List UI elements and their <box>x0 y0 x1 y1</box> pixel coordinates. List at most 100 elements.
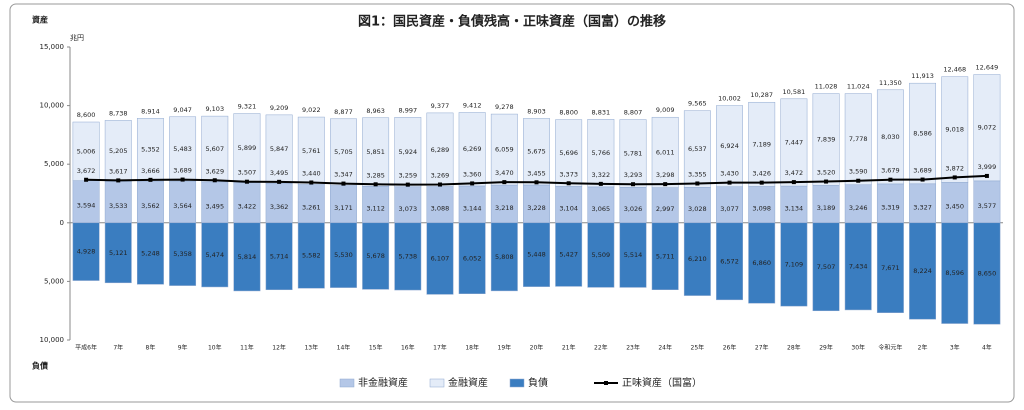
value-label: 6,860 <box>752 259 771 267</box>
value-label: 5,847 <box>270 145 289 153</box>
total-label: 8,963 <box>366 107 385 115</box>
value-label: 3,355 <box>688 170 707 178</box>
bar-segment <box>748 222 776 304</box>
line-marker <box>984 173 989 178</box>
bar-segment <box>587 186 615 224</box>
legend-label: 負債 <box>528 376 548 389</box>
value-label: 3,246 <box>849 204 868 212</box>
value-label: 3,999 <box>978 163 997 171</box>
bar-segment <box>458 222 486 294</box>
value-label: 3,672 <box>77 167 96 175</box>
value-label: 3,269 <box>431 171 450 179</box>
value-label: 4,928 <box>77 248 96 256</box>
total-label: 9,412 <box>463 101 482 109</box>
value-label: 5,814 <box>238 253 257 261</box>
bar-segment <box>136 118 164 182</box>
bar-segment <box>973 222 1001 325</box>
value-label: 9,072 <box>978 124 997 132</box>
x-tick-label: 10年 <box>208 344 222 352</box>
x-tick-label: 26年 <box>723 344 737 352</box>
line-marker <box>470 181 475 186</box>
bar-segment <box>587 222 615 288</box>
value-label: 3,134 <box>785 204 804 212</box>
value-label: 3,293 <box>624 171 643 179</box>
value-label: 5,427 <box>559 251 578 259</box>
value-label: 5,205 <box>109 147 128 155</box>
line-marker <box>824 179 829 184</box>
value-label: 3,450 <box>945 203 964 211</box>
value-label: 9,018 <box>945 126 964 134</box>
y-tick-label: 10,000 <box>40 336 65 344</box>
line-marker <box>437 182 442 187</box>
value-label: 5,483 <box>173 145 192 153</box>
value-label: 3,440 <box>302 169 321 177</box>
x-tick-label: 23年 <box>626 344 640 352</box>
value-label: 3,689 <box>173 167 192 175</box>
line-marker <box>373 182 378 187</box>
line-marker <box>566 181 571 186</box>
value-label: 3,666 <box>141 167 160 175</box>
value-label: 7,671 <box>881 264 900 272</box>
total-label: 9,321 <box>238 103 257 111</box>
value-label: 3,322 <box>592 171 611 179</box>
bar-segment <box>555 186 583 224</box>
value-label: 3,026 <box>624 205 643 213</box>
value-label: 8,586 <box>913 129 932 137</box>
bar-segment <box>362 186 390 224</box>
bar-segment <box>233 113 261 183</box>
value-label: 3,594 <box>77 202 96 210</box>
bar-segment <box>394 222 422 291</box>
bar-segment <box>909 222 937 320</box>
total-label: 8,600 <box>77 111 96 119</box>
value-label: 5,678 <box>366 252 385 260</box>
line-marker <box>888 177 893 182</box>
value-label: 5,121 <box>109 249 128 257</box>
line-marker <box>84 177 89 182</box>
line-marker <box>116 178 121 183</box>
value-label: 3,495 <box>205 202 224 210</box>
x-tick-label: 9年 <box>178 344 188 352</box>
value-label: 3,028 <box>688 205 707 213</box>
bar-segment <box>297 184 325 224</box>
bar-segment <box>716 222 743 301</box>
y-label-bottom: 負債 <box>32 361 48 371</box>
value-label: 3,261 <box>302 204 321 212</box>
value-label: 3,872 <box>945 164 964 172</box>
value-label: 3,104 <box>559 205 578 213</box>
value-label: 3,562 <box>141 202 160 210</box>
bar-segment <box>297 116 325 185</box>
bar-segment <box>619 187 647 224</box>
bar-segment <box>909 82 937 185</box>
x-tick-label: 3年 <box>950 344 960 352</box>
bar-segment <box>780 222 808 307</box>
value-label: 6,210 <box>688 255 707 263</box>
total-label: 10,287 <box>750 91 773 99</box>
bar-segment <box>812 222 840 312</box>
value-label: 3,362 <box>270 203 289 211</box>
total-label: 10,002 <box>718 95 741 103</box>
bar-segment <box>973 180 1001 224</box>
value-label: 5,714 <box>270 252 289 260</box>
bar-segment <box>973 74 1001 182</box>
x-tick-label: 4年 <box>982 344 992 352</box>
value-label: 3,327 <box>913 203 932 211</box>
value-label: 3,098 <box>752 205 771 213</box>
value-label: 3,426 <box>752 170 771 178</box>
x-tick-label: 19年 <box>498 344 512 352</box>
total-label: 11,913 <box>911 72 934 80</box>
bar-segment <box>426 112 454 187</box>
bar-segment <box>265 183 293 224</box>
value-label: 3,422 <box>238 203 257 211</box>
bar-segment <box>683 110 711 188</box>
value-label: 7,109 <box>785 260 804 268</box>
value-label: 3,470 <box>495 169 514 177</box>
unit-label: 兆円 <box>70 33 84 42</box>
x-tick-label: 7年 <box>113 344 123 352</box>
value-label: 3,298 <box>656 171 675 179</box>
bar-segment <box>716 186 743 224</box>
bar-segment <box>201 222 229 288</box>
value-label: 7,839 <box>817 135 836 143</box>
x-tick-label: 平成6年 <box>75 344 97 352</box>
value-label: 2,997 <box>656 205 675 213</box>
value-label: 3,360 <box>463 170 482 178</box>
